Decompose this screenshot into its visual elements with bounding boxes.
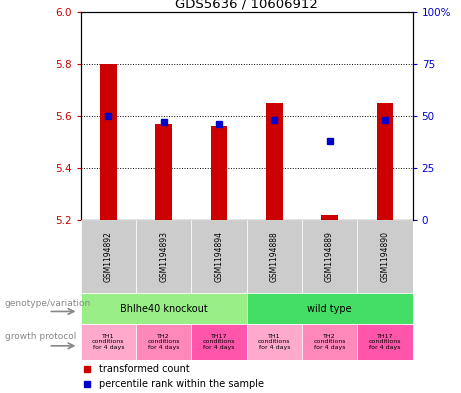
Bar	[321, 215, 338, 220]
Text: TH17
conditions
for 4 days: TH17 conditions for 4 days	[369, 334, 401, 350]
Title: GDS5636 / 10606912: GDS5636 / 10606912	[175, 0, 318, 11]
FancyBboxPatch shape	[81, 220, 136, 293]
Text: Bhlhe40 knockout: Bhlhe40 knockout	[120, 303, 207, 314]
FancyBboxPatch shape	[247, 293, 413, 324]
FancyBboxPatch shape	[136, 220, 191, 293]
FancyBboxPatch shape	[302, 324, 357, 360]
FancyBboxPatch shape	[357, 220, 413, 293]
Text: TH1
conditions
for 4 days: TH1 conditions for 4 days	[258, 334, 290, 350]
Text: GSM1194893: GSM1194893	[159, 231, 168, 282]
Bar	[377, 103, 393, 220]
FancyBboxPatch shape	[302, 220, 357, 293]
Text: GSM1194890: GSM1194890	[380, 231, 390, 282]
Bar	[266, 103, 283, 220]
FancyBboxPatch shape	[247, 324, 302, 360]
Text: genotype/variation: genotype/variation	[5, 299, 91, 308]
Bar	[100, 64, 117, 220]
Text: TH1
conditions
for 4 days: TH1 conditions for 4 days	[92, 334, 124, 350]
Bar	[155, 124, 172, 220]
Text: TH2
conditions
for 4 days: TH2 conditions for 4 days	[148, 334, 180, 350]
FancyBboxPatch shape	[191, 324, 247, 360]
Text: GSM1194888: GSM1194888	[270, 231, 279, 282]
Text: growth protocol: growth protocol	[5, 332, 76, 341]
Text: GSM1194892: GSM1194892	[104, 231, 113, 282]
FancyBboxPatch shape	[247, 220, 302, 293]
Text: GSM1194889: GSM1194889	[325, 231, 334, 282]
FancyBboxPatch shape	[136, 324, 191, 360]
FancyBboxPatch shape	[81, 293, 247, 324]
Text: TH2
conditions
for 4 days: TH2 conditions for 4 days	[313, 334, 346, 350]
FancyBboxPatch shape	[357, 324, 413, 360]
Text: percentile rank within the sample: percentile rank within the sample	[99, 378, 264, 389]
Bar	[211, 127, 227, 220]
Text: wild type: wild type	[307, 303, 352, 314]
Text: GSM1194894: GSM1194894	[214, 231, 224, 282]
FancyBboxPatch shape	[81, 324, 136, 360]
FancyBboxPatch shape	[191, 220, 247, 293]
Text: TH17
conditions
for 4 days: TH17 conditions for 4 days	[203, 334, 235, 350]
Text: transformed count: transformed count	[99, 364, 189, 374]
